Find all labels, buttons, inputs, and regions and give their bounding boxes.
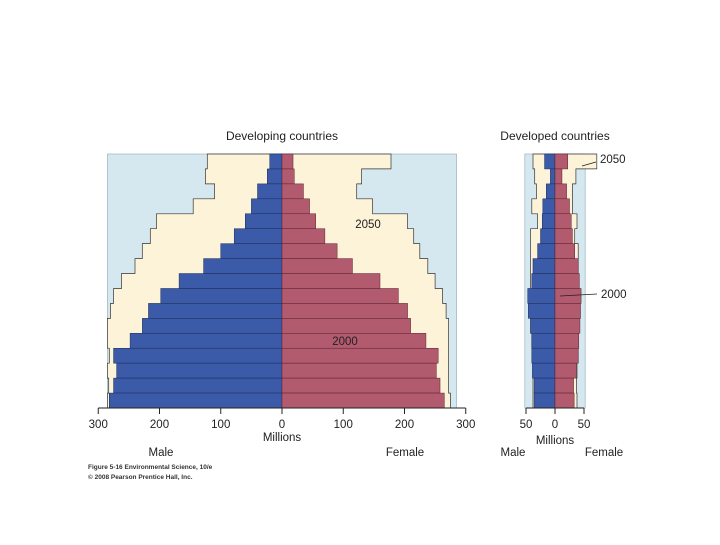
female-2000-bar: [554, 347, 579, 364]
x-tick-label: 300: [456, 419, 475, 431]
female-2000-bar: [554, 392, 575, 409]
female-2000-bar: [554, 213, 572, 229]
male-2000-bar: [109, 392, 283, 409]
male-2000-bar: [113, 347, 283, 364]
male-2000-bar: [269, 153, 283, 170]
male-2000-bar: [203, 258, 283, 274]
annotation-2050-leader: [581, 161, 597, 167]
male-2000-bar: [148, 303, 283, 319]
female-2000-bar: [554, 273, 580, 289]
x-tick-label: 50: [520, 419, 533, 431]
female-2000-bar: [281, 318, 411, 334]
male-2000-bar: [531, 347, 556, 364]
male-2000-bar: [267, 168, 283, 185]
male-label: Male: [149, 447, 174, 459]
figure-caption-line2: © 2008 Pearson Prentice Hall, Inc.: [88, 474, 193, 481]
female-2000-bar: [554, 377, 574, 394]
pyramid-panel-developed: 50 0 50 Developed countries Millions Male Fema…: [500, 129, 626, 459]
x-tick-label: 50: [578, 419, 591, 431]
male-2000-bar: [541, 213, 556, 229]
annotation-2000-leader: [559, 293, 598, 297]
x-axis-label: Millions: [263, 432, 302, 444]
male-2000-bar: [245, 213, 283, 229]
female-2000-bar: [281, 347, 439, 364]
female-2000-bar: [281, 243, 338, 259]
male-2000-bar: [233, 228, 283, 244]
female-2000-bar: [554, 243, 575, 259]
female-2000-bar: [281, 168, 295, 185]
female-2000-bar: [281, 198, 310, 215]
annotation-2000: 2000: [601, 289, 627, 301]
female-2000-bar: [281, 288, 399, 304]
male-2000-bar: [532, 258, 556, 274]
male-2000-bar: [537, 243, 556, 259]
x-tick-label: 0: [552, 419, 558, 431]
male-2000-bar: [220, 243, 283, 259]
female-2000-bar: [554, 318, 581, 334]
male-2000-bar: [129, 333, 283, 349]
male-2000-bar: [530, 318, 556, 334]
male-2000-bar: [251, 198, 283, 215]
x-tick-label: 200: [395, 419, 414, 431]
female-2000-bar: [554, 198, 570, 215]
male-2000-bar: [550, 168, 556, 185]
male-2000-bar: [540, 228, 556, 244]
male-label: Male: [501, 447, 526, 459]
female-2000-bar: [554, 183, 567, 200]
female-2000-bar: [554, 303, 581, 319]
x-tick-label: 100: [334, 419, 353, 431]
annotation-2050: 2050: [600, 154, 626, 166]
female-label: Female: [585, 447, 623, 459]
female-2000-bar: [554, 228, 573, 244]
male-2000-bar: [142, 318, 283, 334]
male-2000-bar: [544, 153, 556, 170]
male-2000-bar: [546, 183, 556, 200]
female-2000-bar: [281, 362, 437, 379]
x-tick-label: 300: [89, 419, 108, 431]
male-2000-bar: [542, 198, 556, 215]
female-2000-bar: [554, 153, 569, 170]
panel-title: Developing countries: [226, 129, 338, 143]
x-axis-label: Millions: [536, 435, 575, 447]
male-2000-bar: [527, 288, 556, 304]
female-2000-bar: [281, 213, 316, 229]
male-2000-bar: [116, 362, 283, 379]
male-2000-bar: [532, 362, 556, 379]
annotation-2050: 2050: [355, 219, 381, 231]
figure-caption-line1: Figure 5-16 Environmental Science, 10/e: [88, 464, 213, 471]
x-tick-label: 0: [279, 419, 285, 431]
male-2000-bar: [531, 333, 556, 349]
female-2000-bar: [554, 362, 577, 379]
male-2000-bar: [533, 377, 556, 394]
female-2000-bar: [281, 377, 441, 394]
female-2000-bar: [281, 303, 408, 319]
female-2000-bar: [281, 273, 381, 289]
female-2000-bar: [281, 258, 353, 274]
annotation-2000: 2000: [332, 336, 358, 348]
female-2000-bar: [554, 168, 563, 185]
male-2000-bar: [533, 392, 556, 409]
female-2000-bar: [281, 392, 445, 409]
female-2000-bar: [554, 258, 579, 274]
panel-title: Developed countries: [500, 129, 609, 143]
male-2000-bar: [528, 303, 556, 319]
female-2000-bar: [281, 153, 294, 170]
female-2000-bar: [554, 333, 580, 349]
pyramid-panel-developing: 300 200 100 0 100 200 300 Developing countries M…: [89, 129, 476, 459]
male-2000-bar: [160, 288, 283, 304]
female-label: Female: [386, 447, 424, 459]
female-2000-bar: [281, 228, 326, 244]
male-2000-bar: [178, 273, 283, 289]
female-2000-bar: [281, 183, 304, 200]
male-2000-bar: [531, 273, 556, 289]
male-2000-bar: [113, 377, 283, 394]
x-tick-label: 100: [211, 419, 230, 431]
male-2000-bar: [257, 183, 283, 200]
x-tick-label: 200: [150, 419, 169, 431]
